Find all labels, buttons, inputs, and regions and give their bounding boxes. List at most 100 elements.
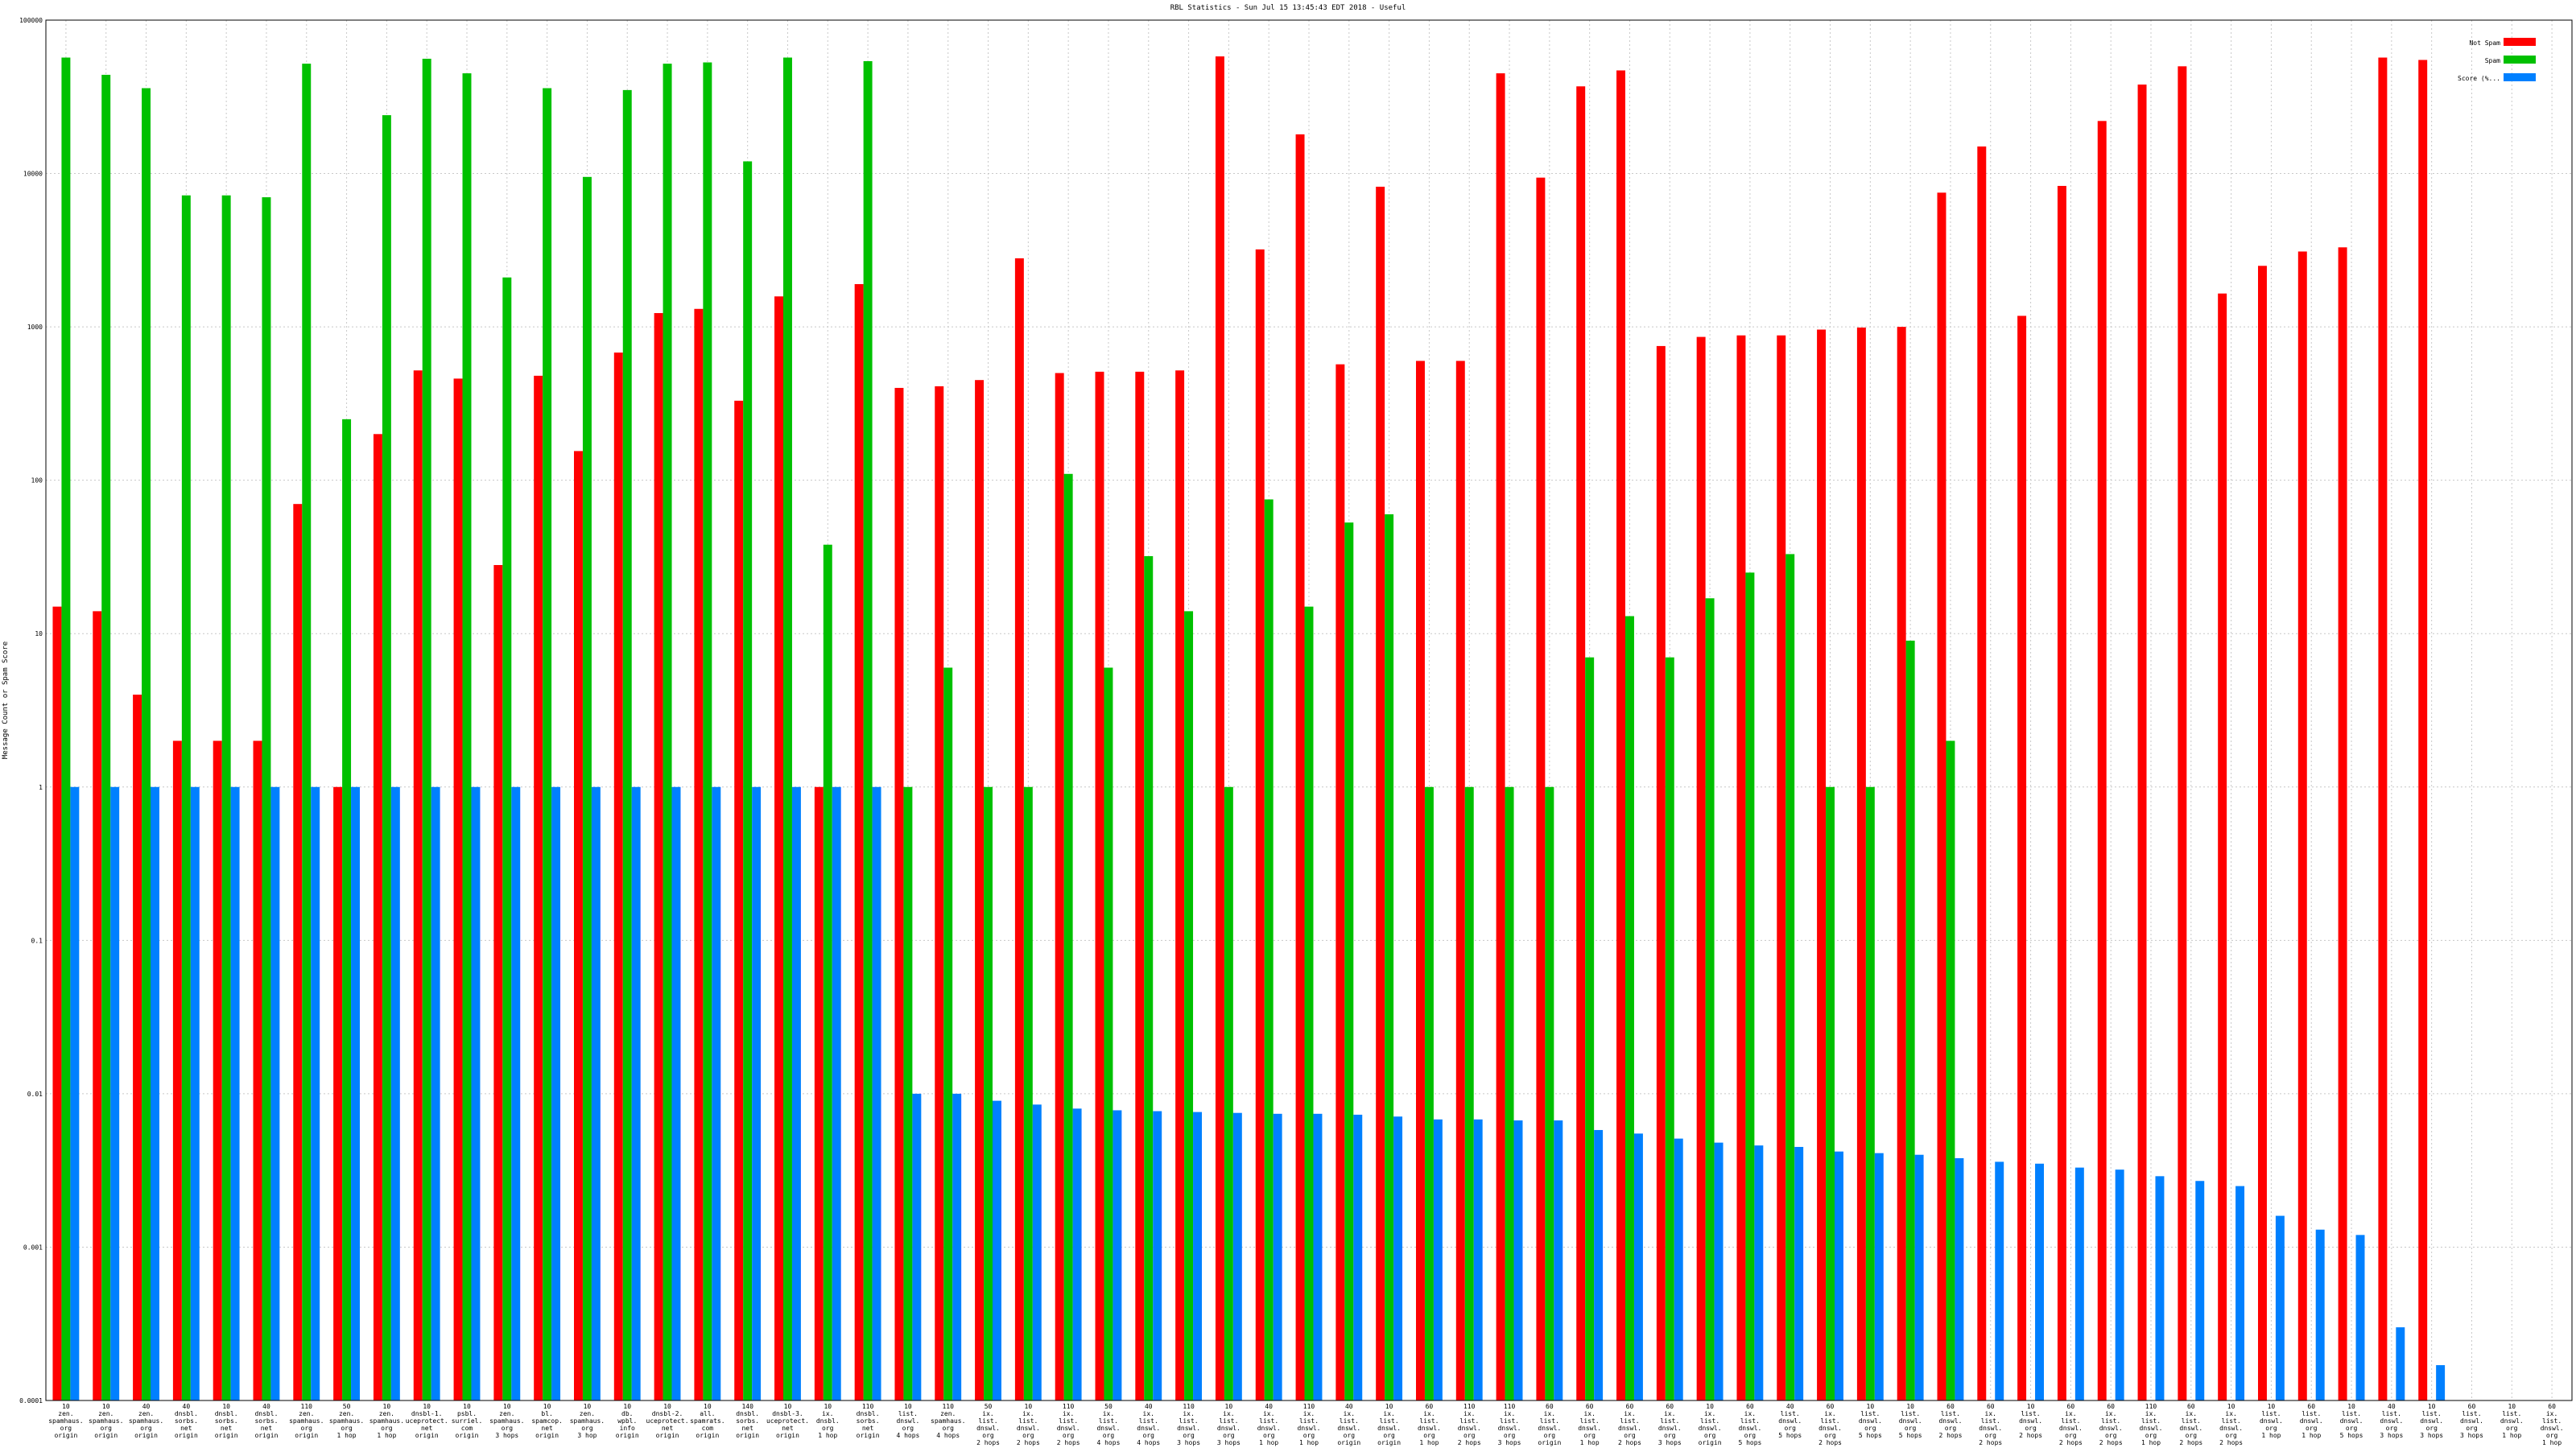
x-tick-label: 60 list. dnswl. org 3 hops [2460,1403,2483,1439]
bar [1072,1108,1082,1400]
y-tick-label: 0.001 [23,1244,43,1251]
x-tick-label: 10 list. dnswl. org 2 hops [2019,1403,2042,1439]
bar [1023,786,1033,1400]
bar [293,504,303,1400]
x-tick-label: 60 ix. list. dnswl. org 1 hop [2541,1403,2564,1446]
bars [52,56,2446,1401]
bar [213,740,222,1400]
bar [1393,1116,1403,1400]
bar [1193,1112,1203,1400]
bar [654,312,663,1400]
bar [422,58,431,1401]
bar [1536,177,1546,1401]
bar [2315,1229,2325,1400]
bar [631,786,641,1400]
bar [543,88,552,1400]
bar [1473,1119,1483,1400]
x-tick-label: 10 ix. dnsbl. org 1 hop [816,1403,840,1439]
bar [1937,192,1946,1401]
x-tick-label: 40 ix. list. dnswl. org origin [1337,1403,1360,1446]
bar [390,786,400,1400]
bar [302,64,312,1400]
x-tick-label: 60 ix. list. dnswl. org 2 hops [1979,1403,2002,1446]
bar [1433,1119,1443,1400]
y-tick-label: 0.0001 [19,1397,43,1405]
x-tick-label: 10 ix. list. dnswl. org origin [1377,1403,1401,1446]
bar [1674,1138,1683,1400]
bar [1785,554,1795,1400]
x-tick-label: 110 zen. spamhaus. org 4 hops [931,1403,965,1439]
x-tick-label: 10 zen. spamhaus. org origin [89,1403,123,1439]
bar [1794,1146,1804,1400]
x-tick-label: 10 bl. spamcop. net origin [531,1403,563,1439]
bar [1415,361,1425,1400]
x-tick-label: 60 ix. list. dnswl. org 2 hops [1818,1403,1842,1446]
bar [133,695,142,1400]
bar [181,195,191,1400]
bar [1955,1157,1964,1400]
bar [1576,86,1586,1400]
x-tick-label: 60 ix. list. dnswl. org 2 hops [2059,1403,2083,1446]
bar [2074,1167,2084,1400]
bar [351,786,361,1400]
bar [2275,1215,2285,1400]
bar [551,786,561,1400]
bar [712,786,721,1400]
bar [1554,1120,1563,1400]
bar [894,387,904,1400]
bar [1295,134,1305,1400]
bar [1032,1104,1042,1400]
x-tick-label: 60 ix. list. dnswl. org 2 hops [2099,1403,2123,1446]
bar [1826,786,1835,1400]
x-tick-label: 110 dnsbl. sorbs. net origin [857,1403,880,1439]
bar [591,786,601,1400]
bar [613,353,623,1400]
bar [935,386,944,1400]
x-tick-label: 40 ix. list. dnswl. org 1 hop [1257,1403,1281,1446]
bar [61,57,71,1400]
bar [2097,121,2107,1400]
bar [1856,327,1866,1400]
bar [752,786,762,1400]
bar [151,786,159,1400]
bar [1273,1113,1282,1400]
bar [311,786,320,1400]
bar [2355,1235,2365,1400]
bar [101,74,111,1401]
bar [791,786,801,1400]
x-tick-label: 40 list. dnswl. org 5 hops [1778,1403,1802,1439]
bar [1624,616,1634,1400]
bar [1014,258,1024,1401]
bar [975,380,985,1401]
y-ticks: 0.0001 0.001 0.01 0.1 1 10 100 1000 10000 100000 [19,17,43,1405]
legend-label: Spam [2485,57,2500,64]
x-tick-label: 60 ix. list. dnswl. org 2 hops [2179,1403,2202,1446]
bar [342,419,352,1401]
bar [2436,1365,2446,1400]
y-tick-label: 10 [35,630,43,637]
bar [903,786,913,1400]
bar [1264,499,1274,1401]
bar [993,1100,1001,1400]
bar [502,277,512,1400]
bar [984,786,993,1400]
bar [863,60,873,1400]
x-tick-label: 60 ix. list. dnswl. org 5 hops [1738,1403,1761,1446]
bar [1255,249,1265,1400]
x-tick-label: 10 list. dnswl. org 5 hops [1899,1403,1922,1439]
legend-swatch [2504,56,2536,64]
y-axis-label: Message Count or Spam Score [2,641,10,759]
bar [1215,56,1224,1401]
bar [952,1093,962,1400]
bar [912,1093,922,1400]
x-tick-label: 10 list. dnswl. org 4 hops [896,1403,919,1439]
bar [1865,786,1875,1400]
bar [2235,1186,2245,1400]
bar [694,308,704,1400]
bar [582,176,592,1401]
bar [2035,1163,2045,1400]
bar [190,786,200,1400]
bar [2418,60,2428,1400]
